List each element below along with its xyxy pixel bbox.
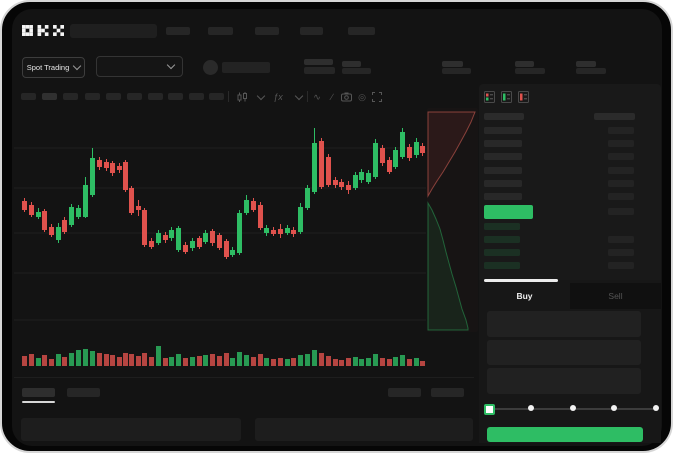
ticker-stat-label [442,61,463,67]
last-price-amount-placeholder [608,208,634,215]
slider-stop-dot[interactable] [527,405,534,411]
ask-price-placeholder[interactable] [484,193,522,200]
orders-tab-underline [22,401,55,403]
ask-amount-placeholder [608,166,634,174]
bid-amount-placeholder [608,236,634,244]
nav-item-placeholder[interactable] [208,27,233,35]
chevron-down-icon[interactable] [256,91,266,101]
ask-price-placeholder[interactable] [484,153,522,161]
bottom-divider [14,377,474,378]
bid-price-placeholder[interactable] [484,236,520,244]
ticker-stat-label [304,59,333,65]
chevron-down-icon[interactable] [294,91,304,101]
timeframe-button[interactable] [148,93,163,100]
nav-item-placeholder[interactable] [255,27,279,35]
candle-type-icon[interactable] [237,92,248,102]
book-combined-icon[interactable] [484,91,495,103]
chevron-down-icon [166,60,176,70]
orders-table-placeholder [255,418,473,441]
fullscreen-icon[interactable] [372,92,382,102]
orders-tab[interactable] [67,388,100,397]
slider-stop-dot[interactable] [611,405,618,411]
market-type-label: Spot Trading [26,63,70,72]
tab-buy[interactable]: Buy [479,283,570,309]
ticker-stat-value [442,68,471,74]
timeframe-button[interactable] [21,93,36,100]
book-bids-only-icon[interactable] [501,91,512,103]
buy-tab-label: Buy [516,291,533,301]
orders-filter-button[interactable] [388,388,421,397]
ask-price-placeholder[interactable] [484,166,522,174]
total-field[interactable] [487,368,641,394]
bid-price-placeholder[interactable] [484,249,520,257]
ask-amount-placeholder [608,140,634,148]
amount-field[interactable] [487,340,641,365]
trendline-icon[interactable]: ∿ [313,92,321,102]
timeframe-button[interactable] [189,93,204,100]
ticker-stat-value [304,67,335,74]
chevron-down-icon [73,61,82,71]
camera-icon[interactable] [341,92,352,102]
ticker-stat-label [515,61,534,67]
ask-price-placeholder[interactable] [484,179,522,187]
timeframe-button[interactable] [106,93,121,100]
ticker-stat-value [342,68,371,74]
orders-tab-active[interactable] [22,388,55,397]
ask-amount-placeholder [608,179,634,187]
timeframe-button[interactable] [85,93,100,100]
nav-item-placeholder[interactable] [300,27,323,35]
nav-item-placeholder[interactable] [166,27,190,35]
book-header-price [484,113,524,120]
amount-slider-handle[interactable] [484,404,495,415]
sell-tab-bg [570,283,661,309]
indicators-icon[interactable]: ƒx [273,92,283,102]
okx-logo [22,25,64,36]
ticker-stat-label [342,61,361,67]
ticker-stat-value [576,68,606,74]
ask-price-placeholder[interactable] [484,140,522,148]
buy-button[interactable] [487,427,643,442]
depth-chart[interactable] [427,108,478,332]
orders-table-placeholder [21,418,241,441]
book-asks-only-icon[interactable] [518,91,529,103]
timeframe-button[interactable] [127,93,142,100]
orders-filter-button[interactable] [431,388,464,397]
market-type-selector[interactable]: Spot Trading [22,57,85,78]
ask-price-placeholder[interactable] [484,127,522,134]
book-header-amount [594,113,635,120]
timeframe-button[interactable] [63,93,78,100]
target-icon[interactable]: ◎ [358,92,366,102]
timeframe-button[interactable] [209,93,224,100]
search-input[interactable] [70,24,157,38]
ask-amount-placeholder [608,127,634,134]
bid-price-placeholder[interactable] [484,223,520,230]
tab-sell[interactable]: Sell [570,283,661,309]
slider-stop-dot[interactable] [569,405,576,411]
last-price-highlight[interactable] [484,205,533,219]
timeframe-button[interactable] [168,93,183,100]
bid-amount-placeholder [608,249,634,257]
price-field[interactable] [487,311,641,337]
coin-icon [203,60,218,75]
slider-stop-dot[interactable] [653,405,659,411]
ticker-stat-value [515,68,545,74]
bid-price-placeholder[interactable] [484,262,520,270]
buy-tab-indicator [484,279,558,282]
pair-name-placeholder [222,62,270,73]
timeframe-button[interactable] [42,93,57,100]
ticker-stat-label [576,61,596,67]
ask-amount-placeholder [608,153,634,161]
pair-selector[interactable] [96,56,183,77]
sell-tab-label: Sell [608,291,623,301]
ask-amount-placeholder [608,193,634,200]
nav-item-placeholder[interactable] [348,27,375,35]
draw-icon[interactable]: ∕ [331,92,333,102]
bid-amount-placeholder [608,262,634,270]
candlestick-chart[interactable] [14,108,426,370]
